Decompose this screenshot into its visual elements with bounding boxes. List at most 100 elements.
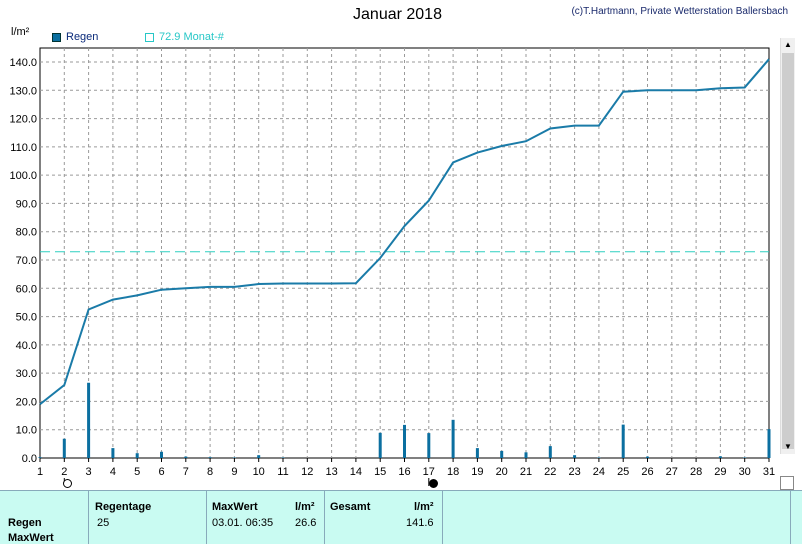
x-tick-label: 24	[593, 466, 605, 478]
rain-bar	[475, 448, 479, 458]
x-tick-label: 11	[277, 466, 288, 478]
rain-bar	[500, 450, 504, 458]
x-tick-label: 26	[641, 466, 653, 478]
x-tick-label: 15	[374, 466, 386, 478]
col-divider	[324, 491, 325, 544]
rain-bar	[135, 453, 139, 458]
full-moon-icon	[63, 479, 72, 488]
x-tick-label: 18	[447, 466, 459, 478]
x-tick-label: 6	[158, 466, 164, 478]
y-tick-label: 0.0	[22, 453, 37, 465]
scroll-thumb[interactable]	[782, 53, 794, 449]
scroll-up-icon[interactable]: ▲	[784, 40, 792, 49]
rain-bar	[378, 432, 382, 458]
rain-bar	[232, 457, 236, 458]
scroll-down-icon[interactable]: ▼	[784, 442, 792, 451]
vertical-scrollbar[interactable]: ▲ ▼	[780, 38, 795, 454]
x-tick-label: 5	[134, 466, 140, 478]
rain-bar	[87, 382, 91, 458]
rain-bar	[573, 455, 577, 458]
legend-rain[interactable]: Regen	[52, 31, 98, 43]
gesamt-value: 141.6	[406, 517, 434, 529]
x-tick-label: 21	[520, 466, 532, 478]
x-tick-label: 14	[350, 466, 362, 478]
x-tick-label: 2	[61, 466, 67, 478]
x-tick-label: 10	[253, 466, 265, 478]
y-tick-label: 30.0	[16, 368, 37, 380]
x-tick-label: 4	[110, 466, 116, 478]
legend-rain-label: Regen	[66, 31, 99, 43]
x-tick-label: 16	[398, 466, 410, 478]
x-tick-label: 3	[86, 466, 92, 478]
y-tick-label: 70.0	[16, 255, 37, 267]
rain-bar	[38, 457, 42, 458]
x-tick-label: 20	[496, 466, 508, 478]
rain-bar	[208, 457, 212, 458]
rain-bar	[281, 457, 285, 458]
chart-title: Januar 2018	[353, 6, 442, 23]
x-tick-label: 31	[763, 466, 775, 478]
x-tick-label: 7	[183, 466, 189, 478]
rain-bar	[62, 438, 66, 458]
rain-bar	[767, 429, 771, 458]
legend-month-checkbox[interactable]	[145, 32, 154, 42]
x-tick-label: 17	[423, 466, 435, 478]
row-label-maxwert: MaxWert	[8, 532, 54, 544]
col-divider	[88, 491, 89, 544]
col-divider	[206, 491, 207, 544]
y-tick-label: 120.0	[9, 114, 37, 126]
y-tick-label: 40.0	[16, 340, 37, 352]
x-tick-label: 12	[301, 466, 313, 478]
rain-bar	[184, 456, 188, 458]
y-tick-label: 140.0	[9, 57, 37, 69]
rain-bar	[427, 433, 431, 458]
y-tick-label: 100.0	[9, 170, 37, 182]
col-divider	[790, 491, 791, 544]
summary-panel: Regen MaxWert Regentage 25 MaxWert l/m² …	[0, 490, 802, 544]
rain-bar	[646, 456, 649, 458]
y-tick-label: 60.0	[16, 283, 37, 295]
rain-chart: 0.0 10.0 20.0 30.0 40.0 50.0 60.0 70.0 80.0 90.0 1…	[9, 47, 775, 486]
legend-month-label: 72.9 Monat-#	[159, 31, 224, 43]
x-tick-label: 28	[690, 466, 702, 478]
x-tick-label: 1	[37, 466, 43, 478]
y-tick-label: 130.0	[9, 85, 37, 97]
maxwert-value: 26.6	[295, 517, 317, 529]
new-moon-icon	[429, 479, 438, 488]
gesamt-unit: l/m²	[414, 501, 434, 513]
y-tick-label: 50.0	[16, 312, 37, 324]
corner-checkbox[interactable]	[780, 476, 794, 490]
legend-rain-swatch	[52, 32, 61, 42]
rain-bar	[524, 452, 528, 458]
y-tick-label: 80.0	[16, 227, 37, 239]
maxwert-time: 03.01. 06:35	[212, 517, 274, 529]
maxwert-unit: l/m²	[295, 501, 315, 513]
rain-bar	[160, 451, 163, 458]
rain-bar	[597, 457, 601, 458]
rain-bar	[718, 456, 722, 458]
y-unit-label: l/m²	[11, 26, 30, 38]
rain-bar	[111, 448, 115, 458]
x-tick-label: 23	[568, 466, 580, 478]
legend-month-reference[interactable]: 72.9 Monat-#	[145, 31, 224, 43]
maxwert-header: MaxWert	[212, 501, 258, 513]
y-tick-label: 20.0	[16, 396, 37, 408]
x-tick-label: 8	[207, 466, 213, 478]
x-tick-label: 9	[231, 466, 237, 478]
x-tick-label: 27	[666, 466, 678, 478]
y-tick-label: 110.0	[10, 142, 37, 154]
rain-bar	[451, 419, 455, 458]
row-label-regen: Regen	[8, 517, 42, 529]
x-tick-label: 13	[325, 466, 337, 478]
rain-bar	[257, 455, 261, 458]
rain-bar	[621, 424, 625, 458]
credit-text: (c)T.Hartmann, Private Wetterstation Bal…	[571, 6, 788, 17]
x-tick-label: 25	[617, 466, 629, 478]
rain-bar	[548, 446, 552, 458]
y-tick-label: 10.0	[16, 425, 37, 437]
x-tick-label: 30	[739, 466, 751, 478]
rain-bar	[403, 424, 406, 458]
gesamt-header: Gesamt	[330, 501, 371, 513]
regentage-value: 25	[97, 517, 110, 529]
x-tick-label: 29	[714, 466, 726, 478]
